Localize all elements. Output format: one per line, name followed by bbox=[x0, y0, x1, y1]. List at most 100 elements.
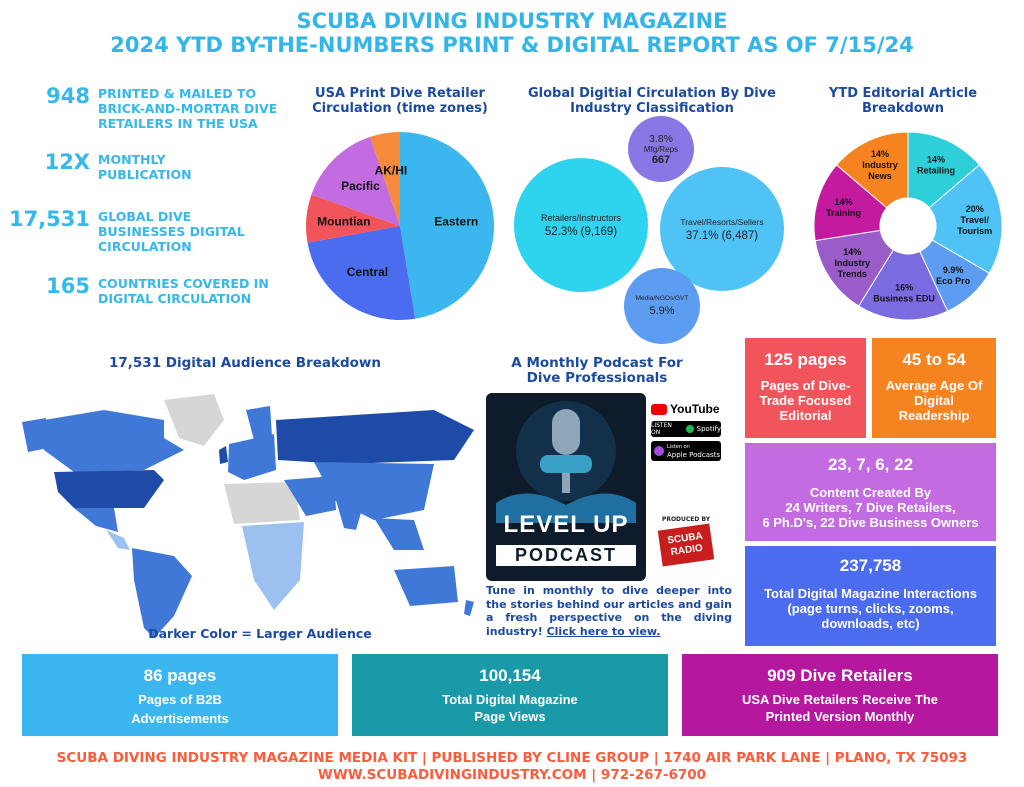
stat-text: GLOBAL DIVE BUSINESSES DIGITAL CIRCULATI… bbox=[98, 209, 245, 254]
pie-slice-mountian bbox=[306, 194, 400, 243]
ads-box-line1: Pages of B2B bbox=[138, 692, 222, 707]
produced-by: PRODUCED BY bbox=[661, 516, 711, 523]
pie-label: Eastern bbox=[434, 214, 478, 228]
content-box-line2: 24 Writers, 7 Dive Retailers, bbox=[785, 500, 956, 515]
donut-slice bbox=[928, 164, 1003, 274]
ads-box-value: 86 pages bbox=[143, 666, 217, 685]
donut-slice bbox=[835, 131, 909, 209]
apple-small: Listen on bbox=[667, 444, 690, 450]
views-box: 100,154 Total Digital Magazine Page View… bbox=[352, 654, 668, 736]
map-se-asia bbox=[374, 518, 424, 550]
content-box-line3: 6 Ph.D's, 22 Dive Business Owners bbox=[762, 515, 979, 530]
stat-text: COUNTRIES COVERED IN DIGITAL CIRCULATION bbox=[98, 276, 269, 306]
donut-chart-title: YTD Editorial Article Breakdown bbox=[828, 86, 978, 116]
bubble-percent: 3.8% bbox=[649, 132, 673, 145]
footer-line2[interactable]: WWW.SCUBADIVINGINDUSTRY.COM | 972-267-67… bbox=[317, 767, 707, 783]
pie-slice-eastern bbox=[400, 132, 495, 319]
stat-number: 12X bbox=[44, 150, 90, 174]
spotify-link[interactable]: LISTEN ON Spotify bbox=[651, 421, 721, 437]
podcast-cover[interactable]: LEVEL UP PODCAST bbox=[486, 393, 646, 581]
spotify-label: Spotify bbox=[696, 425, 721, 433]
stat-number: 17,531 bbox=[8, 207, 90, 231]
bubble-value: 5.9% bbox=[649, 305, 675, 317]
views-box-line2: Page Views bbox=[474, 709, 546, 724]
donut-label: 20% Travel/Tourism bbox=[957, 204, 992, 236]
map-europe bbox=[228, 434, 276, 480]
youtube-icon bbox=[651, 403, 667, 415]
scuba-radio-logo: SCUBA RADIO bbox=[657, 523, 715, 567]
map-russia bbox=[276, 410, 474, 464]
map-asia bbox=[314, 462, 434, 520]
content-box: 23, 7, 6, 22 Content Created By 24 Write… bbox=[745, 443, 996, 541]
bubble-label: Travel/Resorts/Sellers bbox=[680, 216, 764, 227]
map-nz bbox=[464, 600, 474, 616]
age-box-text: Average Age Of Digital Readership bbox=[885, 378, 983, 423]
bubble-chart: Retailers/Instructors 52.3% (9,169) Trav… bbox=[500, 110, 800, 350]
donut-slice bbox=[858, 249, 949, 321]
donut-label: 14% Industry Trends bbox=[834, 247, 870, 279]
donut-label: 16% Business EDU bbox=[873, 282, 935, 303]
map-title: 17,531 Digital Audience Breakdown bbox=[109, 355, 381, 371]
map-central-america bbox=[106, 530, 130, 550]
youtube-label: YouTube bbox=[670, 402, 720, 416]
spotify-small: LISTEN ON bbox=[651, 422, 672, 436]
map-north-africa bbox=[224, 482, 300, 524]
podcast-title[interactable]: A Monthly Podcast For Dive Professionals bbox=[511, 355, 683, 386]
donut-slice bbox=[813, 164, 888, 242]
pie-label: Pacific bbox=[341, 179, 380, 193]
donut-label: 14% Training bbox=[826, 197, 861, 218]
bubble-label: Media/NGOs/GVT bbox=[635, 295, 689, 302]
interactions-box-text: Total Digital Magazine Interactions (pag… bbox=[764, 586, 977, 631]
world-map bbox=[22, 394, 474, 638]
bubble-value: 37.1% (6,487) bbox=[685, 229, 759, 242]
spotify-icon bbox=[685, 425, 694, 433]
podcast-description-text: Tune in monthly to dive deeper into the … bbox=[486, 584, 732, 638]
donut-label: 14% Retailing bbox=[917, 155, 955, 176]
podcast-link[interactable]: Click here to view. bbox=[546, 624, 661, 638]
pie-chart-title: USA Print Dive Retailer Circulation (tim… bbox=[312, 86, 488, 116]
donut-slice bbox=[814, 229, 895, 307]
stat-number: 948 bbox=[46, 84, 90, 108]
donut-chart: 14% Retailing 20% Travel/Tourism 9.9% Eco Pro… bbox=[813, 131, 1003, 321]
pie-label: Central bbox=[347, 265, 388, 279]
age-box: 45 to 54 Average Age Of Digital Readersh… bbox=[872, 338, 996, 438]
donut-label: 14% Industry News bbox=[862, 149, 898, 181]
pie-slice-central bbox=[307, 226, 416, 320]
bubble-chart-title: Global Digitial Circulation By Dive Indu… bbox=[528, 86, 776, 116]
microphone-icon bbox=[496, 401, 636, 523]
retailers-box-line2: Printed Version Monthly bbox=[765, 709, 915, 724]
apple-podcasts-link[interactable]: Listen on Apple Podcasts bbox=[651, 441, 721, 461]
retailers-box-value: 909 Dive Retailers bbox=[767, 666, 913, 685]
stat-number: 165 bbox=[46, 274, 90, 298]
map-legend: Darker Color = Larger Audience bbox=[148, 626, 372, 641]
bubble-label: Retailers/Instructors bbox=[540, 212, 622, 223]
map-india bbox=[336, 500, 364, 530]
bubble-retailers: Retailers/Instructors 52.3% (9,169) bbox=[514, 158, 648, 292]
map-uk bbox=[219, 446, 228, 464]
bubble-media: Media/NGOs/GVT 5.9% bbox=[624, 268, 700, 344]
ads-box-line2: Advertisements bbox=[131, 711, 229, 726]
map-canada bbox=[44, 410, 184, 472]
map-south-america bbox=[132, 548, 192, 638]
podcast-logo-line2: PODCAST bbox=[496, 545, 636, 566]
stat-text: MONTHLY PUBLICATION bbox=[98, 152, 192, 182]
youtube-link[interactable]: YouTube bbox=[651, 402, 720, 416]
bubble-label: Mfg/Reps bbox=[643, 144, 679, 154]
ads-box: 86 pages Pages of B2B Advertisements bbox=[22, 654, 338, 736]
apple-label: Apple Podcasts bbox=[667, 451, 721, 459]
map-mexico bbox=[74, 508, 118, 532]
retailers-box: 909 Dive Retailers USA Dive Retailers Re… bbox=[682, 654, 998, 736]
header-subtitle: 2024 YTD BY-THE-NUMBERS PRINT & DIGITAL … bbox=[110, 33, 914, 57]
content-box-line1: Content Created By bbox=[809, 485, 932, 500]
retailers-box-line1: USA Dive Retailers Receive The bbox=[741, 692, 939, 707]
views-box-value: 100,154 bbox=[479, 666, 541, 685]
pie-label: AK/HI bbox=[375, 163, 408, 177]
podcast-description: Tune in monthly to dive deeper into the … bbox=[486, 584, 732, 638]
stat-text: PRINTED & MAILED TO BRICK-AND-MORTAR DIV… bbox=[98, 86, 278, 131]
podcast-logo-line1: LEVEL UP bbox=[503, 511, 629, 538]
map-scandinavia bbox=[246, 406, 272, 440]
pie-chart: Eastern Central Mountian Pacific AK/HI bbox=[306, 132, 495, 320]
pie-label: Mountian bbox=[317, 214, 370, 228]
header-title: SCUBA DIVING INDUSTRY MAGAZINE bbox=[296, 9, 728, 33]
map-australia bbox=[394, 566, 458, 606]
